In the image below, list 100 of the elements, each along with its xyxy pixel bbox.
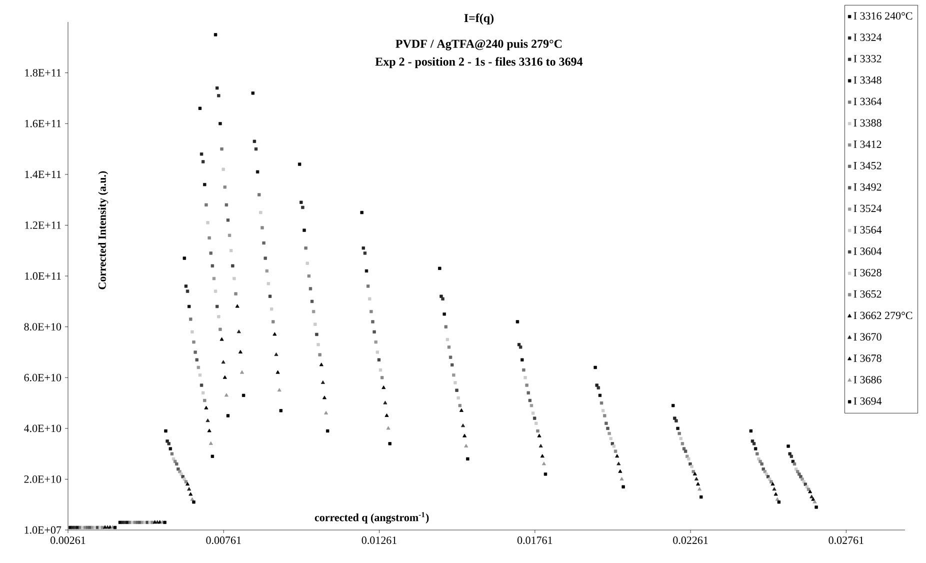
legend-label: I 3348 [854,76,882,84]
point [254,147,258,151]
point [540,454,544,458]
point [231,264,234,268]
point [792,462,796,466]
point [270,307,274,311]
point [216,304,219,308]
point [462,434,467,438]
point [758,460,762,464]
point [242,394,246,397]
point [616,462,621,466]
point [226,218,230,222]
point [223,186,226,189]
point [444,325,448,328]
point [274,352,278,356]
point [595,384,598,387]
point [610,442,614,446]
point [203,182,206,186]
point [234,292,238,296]
point [786,444,790,448]
point [208,441,213,445]
point [182,256,186,260]
x-tick-label: 0.02261 [673,536,708,544]
point [774,492,778,496]
point [772,487,776,491]
point [533,416,536,420]
point [198,106,202,110]
point [442,312,446,316]
point [796,470,800,474]
point [196,366,200,370]
point [438,266,442,270]
point [182,478,186,481]
point [679,436,682,440]
point [319,362,324,366]
point [524,376,527,380]
point [198,373,202,377]
point [750,440,754,443]
point [113,526,117,530]
legend-label: I 3412 [854,140,882,148]
legend-label: I 3694 [854,397,882,405]
point [763,470,767,474]
point [302,228,306,232]
legend-label: I 3564 [854,226,882,234]
point [382,385,386,390]
point [534,422,538,425]
legend-label: I 3492 [854,183,882,191]
point [371,320,374,324]
point [272,332,277,336]
point [466,457,470,461]
point [240,370,244,374]
point [618,469,622,473]
point [454,381,457,384]
point [178,470,182,474]
point [530,404,534,408]
point [259,210,262,214]
point [452,373,456,377]
point [181,475,184,478]
point [596,386,600,390]
point [808,490,812,494]
point [600,401,604,405]
point [209,252,212,255]
y-tick-label: 1.4E+11 [25,170,61,178]
point [189,318,192,321]
point [186,482,190,486]
point [208,236,211,240]
point [364,269,368,273]
point [799,475,802,478]
point [301,206,304,210]
point [374,340,378,344]
x-axis-title: corrected q (angstrom$^{-1}$) [314,512,429,524]
point [316,342,320,346]
point [298,162,302,166]
point [764,472,768,476]
point [173,460,177,464]
point [279,409,283,412]
y-tick-label: 6.0E+10 [24,374,62,382]
point [520,358,524,362]
point [222,375,227,379]
point [184,284,188,288]
legend-label: I 3324 [854,34,882,41]
point [214,290,218,293]
point [601,409,605,412]
point [207,428,212,432]
point [210,454,214,458]
point [264,256,267,260]
point [676,426,680,430]
point [800,478,804,481]
point [460,424,466,428]
point [538,444,543,448]
point [757,457,760,461]
legend-label: I 3678 [854,354,882,362]
point [206,221,210,224]
point [672,404,675,408]
point [810,494,814,498]
point [388,442,392,446]
point [794,467,798,471]
point [620,476,624,480]
legend-label: I 3686 [854,376,882,384]
point [680,442,684,446]
point [604,422,608,425]
